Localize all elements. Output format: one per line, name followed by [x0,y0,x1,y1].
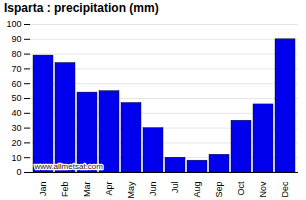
svg-text:90: 90 [11,34,21,44]
svg-text:May: May [126,181,136,199]
svg-text:Nov: Nov [258,181,268,198]
svg-text:30: 30 [11,123,21,133]
svg-text:0: 0 [16,167,21,177]
svg-text:www.allmetsat.com: www.allmetsat.com [34,162,104,171]
svg-text:Jun: Jun [148,182,158,197]
svg-text:Aug: Aug [192,182,202,198]
svg-text:40: 40 [11,108,21,118]
svg-text:Apr: Apr [104,182,114,196]
svg-text:10: 10 [11,153,21,163]
svg-text:Jul: Jul [170,182,180,194]
svg-text:Jan: Jan [38,182,48,197]
svg-text:Mar: Mar [82,181,92,197]
svg-text:60: 60 [11,79,21,89]
svg-text:Sep: Sep [214,182,224,198]
svg-text:100: 100 [6,19,21,29]
svg-text:80: 80 [11,49,21,59]
svg-text:Oct: Oct [236,181,246,196]
html-text:Isparta : precipitation (mm): Isparta : precipitation (mm) [4,1,159,15]
svg-text:20: 20 [11,138,21,148]
svg-text:Feb: Feb [60,182,70,198]
svg-text:70: 70 [11,64,21,74]
svg-text:50: 50 [11,93,21,103]
svg-text:Dec: Dec [280,181,290,198]
